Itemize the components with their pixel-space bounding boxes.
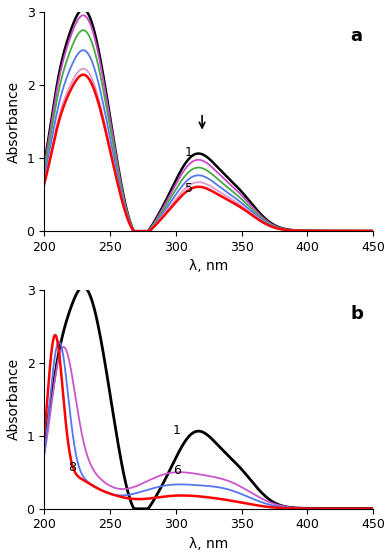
Text: 6: 6 — [173, 464, 181, 477]
Y-axis label: Absorbance: Absorbance — [7, 80, 21, 162]
Text: b: b — [350, 305, 363, 323]
Text: 1: 1 — [173, 424, 181, 436]
Text: 8: 8 — [68, 461, 76, 474]
Text: 1: 1 — [185, 146, 193, 159]
Y-axis label: Absorbance: Absorbance — [7, 358, 21, 440]
X-axis label: λ, nm: λ, nm — [189, 259, 228, 273]
Text: 5: 5 — [185, 182, 193, 195]
Text: a: a — [350, 27, 362, 45]
X-axis label: λ, nm: λ, nm — [189, 537, 228, 551]
